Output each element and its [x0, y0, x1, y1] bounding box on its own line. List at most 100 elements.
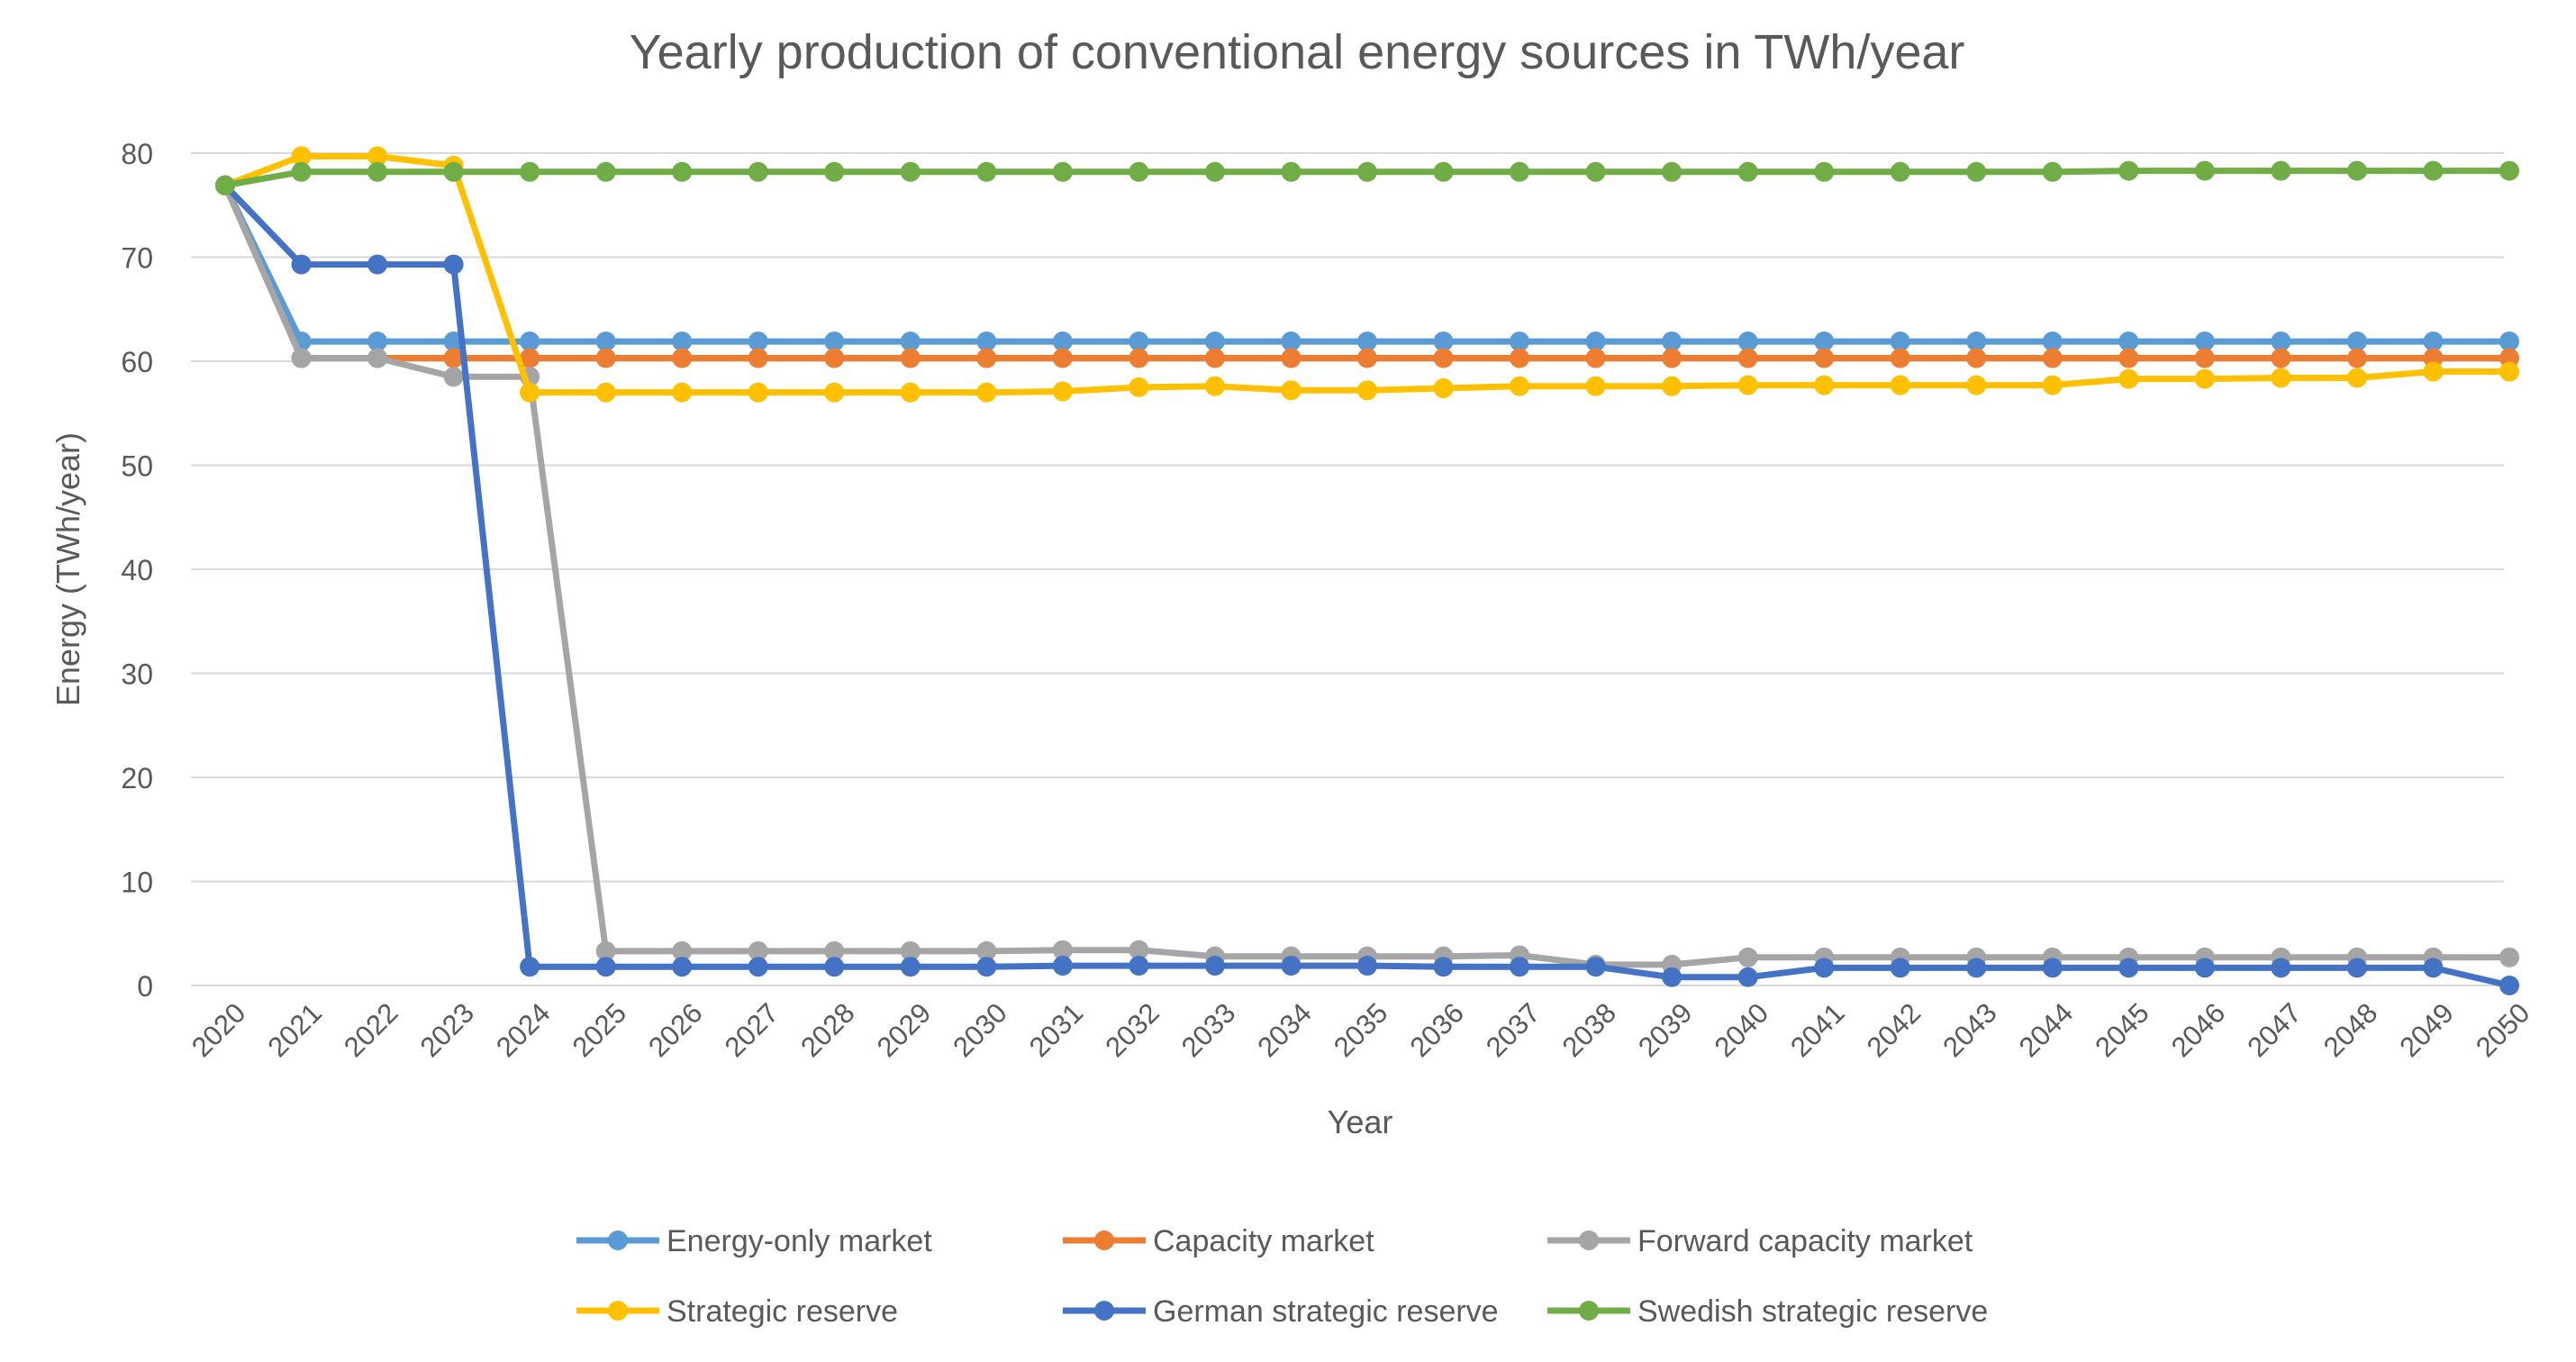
data-point	[824, 161, 845, 182]
data-point	[1129, 348, 1149, 368]
data-point	[2423, 331, 2444, 352]
data-point	[748, 957, 768, 977]
data-point	[1662, 376, 1683, 396]
data-point	[1966, 375, 1987, 395]
data-point	[1204, 161, 1225, 182]
data-point	[2271, 160, 2291, 181]
legend-marker	[1579, 1230, 1599, 1250]
legend: Energy-only market Capacity market Forward…	[576, 1224, 1988, 1329]
legend-item: Swedish strategic reserve	[1547, 1294, 1988, 1329]
legend-item: Energy-only market	[576, 1224, 932, 1258]
data-point	[1966, 348, 1987, 368]
data-point	[1052, 331, 1073, 352]
chart-title: Yearly production of conventional energy…	[630, 25, 1965, 79]
data-point	[2499, 361, 2519, 382]
data-point	[2346, 348, 2367, 368]
data-point	[367, 146, 388, 167]
y-axis-tick-labels: 0 10 20 30 40 50 60 70 80	[121, 138, 153, 1003]
y-tick-label: 70	[121, 242, 153, 275]
data-point	[1204, 331, 1225, 352]
data-point	[1890, 161, 1910, 182]
series-swedish-strategic-reserve	[215, 160, 2519, 195]
data-point	[976, 161, 997, 182]
data-point	[748, 382, 768, 403]
y-tick-label: 10	[121, 867, 153, 899]
data-point	[672, 940, 693, 961]
data-point	[1204, 348, 1225, 368]
data-point	[1662, 348, 1683, 368]
data-point	[595, 161, 616, 182]
legend-marker	[1094, 1301, 1114, 1321]
data-point	[900, 331, 921, 352]
data-point	[672, 382, 693, 403]
data-point	[2271, 331, 2291, 352]
data-point	[672, 331, 693, 352]
data-point	[595, 382, 616, 403]
data-point	[1433, 161, 1454, 182]
data-point	[1129, 331, 1149, 352]
series-strategic-reserve	[215, 146, 2519, 403]
y-tick-label: 0	[137, 970, 153, 1003]
data-point	[1737, 947, 1758, 967]
legend-item: Capacity market	[1063, 1224, 1374, 1258]
y-tick-label: 50	[121, 450, 153, 483]
data-point	[520, 331, 540, 352]
data-point	[2194, 368, 2215, 389]
data-point	[1737, 375, 1758, 395]
legend-marker	[1094, 1230, 1114, 1250]
y-tick-label: 40	[121, 554, 153, 586]
data-point	[1052, 940, 1073, 960]
data-point	[443, 254, 464, 275]
legend-item: Forward capacity market	[1547, 1224, 1973, 1258]
data-point	[900, 161, 921, 182]
data-point	[2042, 375, 2063, 395]
data-point	[1966, 161, 1987, 182]
data-point	[976, 957, 997, 977]
data-point	[1890, 958, 1910, 978]
data-point	[1129, 161, 1149, 182]
data-point	[900, 940, 921, 961]
data-point	[2271, 958, 2291, 978]
data-point	[291, 161, 312, 182]
data-point	[2118, 958, 2139, 978]
plot-area-series	[215, 146, 2519, 995]
data-point	[824, 348, 845, 368]
data-point	[1585, 957, 1606, 977]
data-point	[672, 957, 693, 977]
data-point	[2194, 331, 2215, 352]
data-point	[1433, 378, 1454, 399]
data-point	[520, 957, 540, 977]
data-point	[2346, 160, 2367, 181]
data-point	[291, 146, 312, 167]
data-point	[1814, 161, 1835, 182]
legend-item: Strategic reserve	[576, 1294, 898, 1329]
data-point	[1052, 381, 1073, 402]
data-point	[1357, 331, 1377, 352]
data-point	[1585, 331, 1606, 352]
data-point	[976, 331, 997, 352]
data-point	[976, 348, 997, 368]
data-point	[2423, 958, 2444, 978]
data-point	[1510, 331, 1530, 352]
data-point	[2042, 161, 2063, 182]
legend-label: Swedish strategic reserve	[1637, 1294, 1988, 1329]
data-point	[2423, 160, 2444, 181]
data-point	[291, 254, 312, 275]
data-point	[367, 348, 388, 368]
data-point	[2499, 160, 2519, 181]
data-point	[1510, 957, 1530, 977]
data-point	[2118, 160, 2139, 181]
data-point	[1966, 331, 1987, 352]
data-point	[1814, 348, 1835, 368]
data-point	[976, 382, 997, 403]
data-point	[595, 940, 616, 961]
data-point	[291, 348, 312, 368]
data-point	[520, 161, 540, 182]
data-point	[900, 382, 921, 403]
data-point	[1737, 331, 1758, 352]
data-point	[2118, 368, 2139, 389]
legend-marker	[1579, 1301, 1599, 1321]
data-point	[1814, 958, 1835, 978]
